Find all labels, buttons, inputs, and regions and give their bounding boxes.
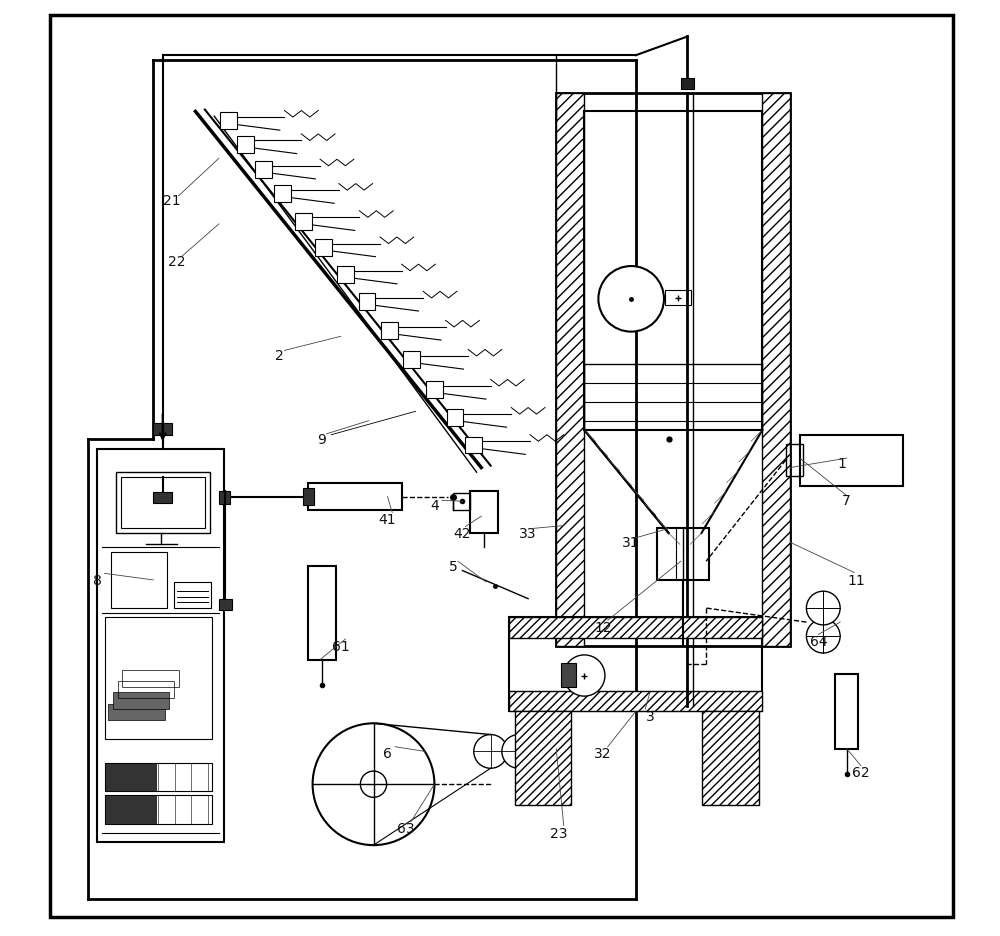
Bar	[97, 449, 224, 842]
Bar	[153, 492, 172, 504]
Text: 31: 31	[622, 536, 640, 549]
Bar	[584, 112, 762, 431]
Bar	[681, 79, 694, 90]
Text: 5: 5	[449, 560, 458, 573]
Bar	[453, 493, 470, 510]
Bar	[219, 599, 232, 610]
Text: 22: 22	[168, 256, 185, 269]
Text: 21: 21	[163, 195, 181, 208]
Text: 4: 4	[430, 499, 439, 512]
Bar	[657, 529, 709, 580]
Bar	[509, 691, 762, 711]
Bar	[105, 763, 156, 791]
Text: 1: 1	[838, 457, 846, 470]
Bar	[295, 213, 312, 230]
Bar	[219, 491, 230, 505]
Bar	[255, 162, 272, 179]
Bar	[337, 267, 354, 284]
Bar	[403, 352, 420, 369]
Circle shape	[360, 771, 387, 797]
Text: 42: 42	[454, 527, 471, 540]
Text: 6: 6	[383, 747, 392, 760]
Bar	[111, 552, 167, 608]
Circle shape	[598, 267, 664, 332]
Bar	[561, 664, 576, 687]
Bar	[381, 323, 398, 340]
Bar	[237, 137, 254, 154]
Bar	[465, 437, 482, 454]
Bar	[113, 693, 169, 709]
Bar	[153, 424, 172, 435]
Text: 63: 63	[397, 822, 415, 835]
Bar	[116, 473, 210, 534]
Bar	[359, 294, 375, 311]
Bar	[174, 582, 211, 608]
Bar	[556, 94, 584, 646]
Bar	[447, 410, 463, 427]
Text: 32: 32	[594, 747, 612, 760]
Bar	[509, 618, 762, 638]
Bar	[800, 435, 903, 487]
Text: 33: 33	[519, 527, 537, 540]
Bar	[303, 489, 314, 505]
Circle shape	[474, 735, 507, 768]
Bar	[105, 796, 212, 824]
Text: 8: 8	[93, 574, 102, 587]
Bar	[105, 618, 212, 739]
Bar	[762, 94, 790, 646]
Circle shape	[806, 620, 840, 653]
Bar	[556, 94, 790, 646]
Text: 2: 2	[275, 349, 284, 362]
Text: 62: 62	[852, 766, 870, 779]
Bar	[108, 704, 165, 721]
Text: 7: 7	[842, 494, 851, 507]
Bar	[702, 711, 759, 805]
Circle shape	[502, 735, 536, 768]
Text: 64: 64	[810, 635, 827, 648]
Bar	[315, 240, 332, 256]
Bar	[308, 484, 402, 510]
Bar	[105, 763, 212, 791]
Circle shape	[313, 724, 434, 845]
Bar	[105, 796, 156, 824]
Bar	[665, 291, 691, 306]
Text: 61: 61	[332, 639, 350, 652]
Bar	[786, 445, 803, 476]
Bar	[122, 670, 179, 687]
Bar	[509, 618, 762, 711]
Text: 3: 3	[646, 709, 654, 723]
Bar	[118, 681, 174, 698]
Bar	[308, 566, 336, 660]
Circle shape	[564, 655, 605, 696]
Bar	[426, 382, 443, 399]
Text: 23: 23	[550, 826, 568, 840]
Bar	[515, 711, 571, 805]
Text: 41: 41	[379, 513, 396, 526]
Bar	[835, 674, 858, 749]
Text: 12: 12	[594, 621, 612, 634]
Bar	[220, 113, 237, 130]
Bar	[121, 477, 205, 529]
Bar	[470, 491, 498, 534]
Text: 11: 11	[847, 574, 865, 587]
Text: 9: 9	[318, 433, 326, 446]
Bar	[274, 186, 291, 203]
Circle shape	[806, 592, 840, 625]
